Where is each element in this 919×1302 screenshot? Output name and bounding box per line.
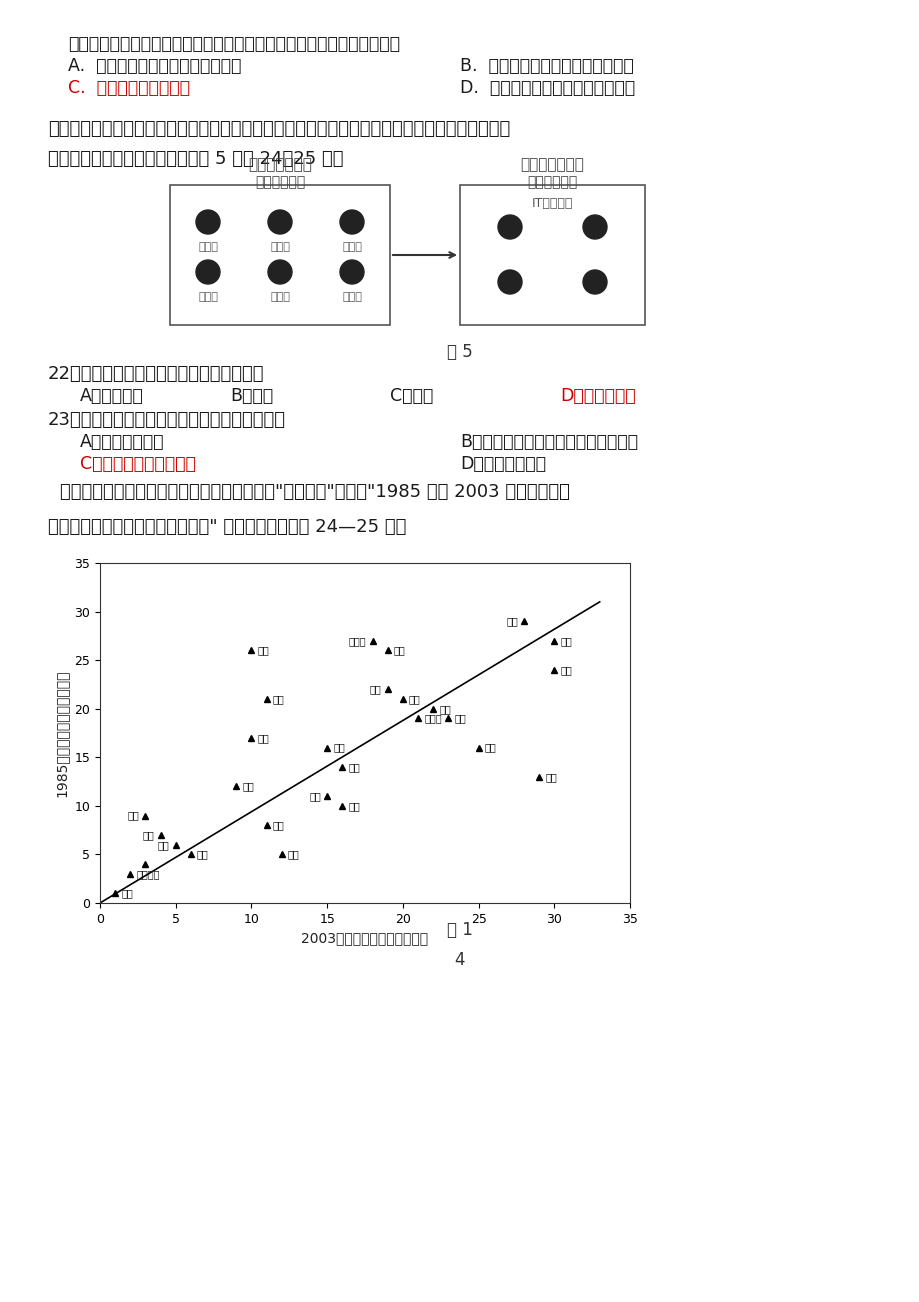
Text: 云南: 云南 [438, 703, 450, 713]
Text: 是在工厂化条件下生产的，原料虽丰富，但分布是有选择性的，其布局应: 是在工厂化条件下生产的，原料虽丰富，但分布是有选择性的，其布局应 [68, 35, 400, 53]
Text: B．便于获取对方信息，取得竞争优势: B．便于获取对方信息，取得竞争优势 [460, 434, 637, 450]
Text: 有产业逐步置换为高端产业：读图 5 判断 24～25 题。: 有产业逐步置换为高端产业：读图 5 判断 24～25 题。 [48, 150, 343, 168]
Text: 山东: 山东 [142, 829, 154, 840]
Bar [460, 185, 644, 326]
Text: 河南: 河南 [348, 762, 359, 772]
Text: 22．第一代产业园区利用的主要区位条件是: 22．第一代产业园区利用的主要区位条件是 [48, 365, 265, 383]
Text: 湖南: 湖南 [333, 742, 345, 753]
Circle shape [583, 270, 607, 294]
Text: 内蒙古: 内蒙古 [348, 635, 366, 646]
Text: A．管理经验: A．管理经验 [80, 387, 143, 405]
Text: 雨伞厂: 雨伞厂 [342, 292, 361, 302]
Circle shape [340, 210, 364, 234]
Text: 江苏北京: 江苏北京 [136, 868, 160, 879]
Circle shape [583, 215, 607, 240]
Text: 第二代产业园区: 第二代产业园区 [519, 158, 584, 172]
Text: 新疆: 新疆 [505, 616, 517, 626]
Text: D.  接近土地贫瘠、缺粮严重的地区: D. 接近土地贫瘠、缺粮严重的地区 [460, 79, 634, 98]
Text: 广西: 广西 [369, 685, 381, 694]
Y-axis label: 1985年制造业综合竞争力位次: 1985年制造业综合竞争力位次 [55, 669, 69, 797]
Circle shape [196, 260, 220, 284]
Circle shape [497, 215, 521, 240]
Text: 制鞋厂: 制鞋厂 [198, 242, 218, 253]
Text: D．靠近原料产地: D．靠近原料产地 [460, 454, 545, 473]
Text: 辽宁: 辽宁 [288, 849, 300, 859]
Circle shape [196, 210, 220, 234]
Text: 图 5: 图 5 [447, 342, 472, 361]
Text: 陕西: 陕西 [309, 792, 321, 801]
Circle shape [340, 260, 364, 284]
Text: 电子厂: 电子厂 [270, 242, 289, 253]
Text: 图 1: 图 1 [447, 921, 472, 939]
Circle shape [267, 260, 291, 284]
Text: 河北: 河北 [257, 733, 269, 743]
Text: 广东: 广东 [158, 840, 169, 850]
Text: 天津: 天津 [197, 849, 209, 859]
Text: IT产业基地: IT产业基地 [531, 197, 572, 210]
Circle shape [497, 270, 521, 294]
Text: C．科技: C．科技 [390, 387, 433, 405]
Text: 黑龙江: 黑龙江 [424, 713, 441, 724]
Text: 五金厂: 五金厂 [198, 292, 218, 302]
Text: 青海: 青海 [454, 713, 466, 724]
Text: 山西: 山西 [408, 694, 420, 704]
Text: A．共用基础设施: A．共用基础设施 [80, 434, 165, 450]
Text: 4: 4 [454, 950, 465, 969]
Text: 西藏: 西藏 [560, 635, 572, 646]
Text: 宁夏: 宁夏 [560, 665, 572, 674]
Text: B．资金: B．资金 [230, 387, 273, 405]
Bar [170, 185, 390, 326]
Text: 江西: 江西 [393, 646, 405, 655]
Text: 吉林: 吉林 [242, 781, 254, 792]
Text: C.  接近科技发达的地区: C. 接近科技发达的地区 [68, 79, 190, 98]
Text: A.  接近具有大量廉价劳动力的地区: A. 接近具有大量廉价劳动力的地区 [68, 57, 241, 76]
Text: 四川: 四川 [272, 820, 284, 831]
Text: 上海: 上海 [121, 888, 133, 898]
Text: 玩具厂: 玩具厂 [342, 242, 361, 253]
Text: 安徽: 安徽 [272, 694, 284, 704]
Text: C．加强协作，促进交流: C．加强协作，促进交流 [80, 454, 196, 473]
Text: B.  接近光热充足、地势平坦的地区: B. 接近光热充足、地势平坦的地区 [460, 57, 633, 76]
Text: D．廉价劳动力: D．廉价劳动力 [560, 387, 635, 405]
Text: 福建: 福建 [257, 646, 269, 655]
Circle shape [267, 210, 291, 234]
Text: （腾巢换鸟）: （腾巢换鸟） [527, 174, 576, 189]
Text: 贵州: 贵州 [484, 742, 496, 753]
Text: 皖北: 皖北 [348, 801, 359, 811]
Text: 造业综合竞争力在全国的位次变化" 结合所学知识回答 24—25 题。: 造业综合竞争力在全国的位次变化" 结合所学知识回答 24—25 题。 [48, 518, 406, 536]
Text: 23．第二代产业园区相关产业集聚的主要目的是: 23．第二代产业园区相关产业集聚的主要目的是 [48, 411, 286, 428]
Text: 浙江: 浙江 [128, 811, 139, 820]
Text: 第一代产业园区: 第一代产业园区 [248, 158, 312, 172]
X-axis label: 2003年制造业综合竞争力位次: 2003年制造业综合竞争力位次 [301, 931, 428, 945]
Text: （筑巢引凤）: （筑巢引凤） [255, 174, 305, 189]
Text: 甘肃: 甘肃 [545, 772, 556, 781]
Text: 某市产业园区的建设和发展经历了两个阶段。第一阶段：兴建产业园吸引企业入驻；第二阶段：原: 某市产业园区的建设和发展经历了两个阶段。第一阶段：兴建产业园吸引企业入驻；第二阶… [48, 120, 510, 138]
Text: 制衣厂: 制衣厂 [270, 292, 289, 302]
Text: 改革开放以来，中国的制造业发展迅速，成为"世界工厂"。读图"1985 年和 2003 年我国地区制: 改革开放以来，中国的制造业发展迅速，成为"世界工厂"。读图"1985 年和 20… [60, 483, 569, 501]
